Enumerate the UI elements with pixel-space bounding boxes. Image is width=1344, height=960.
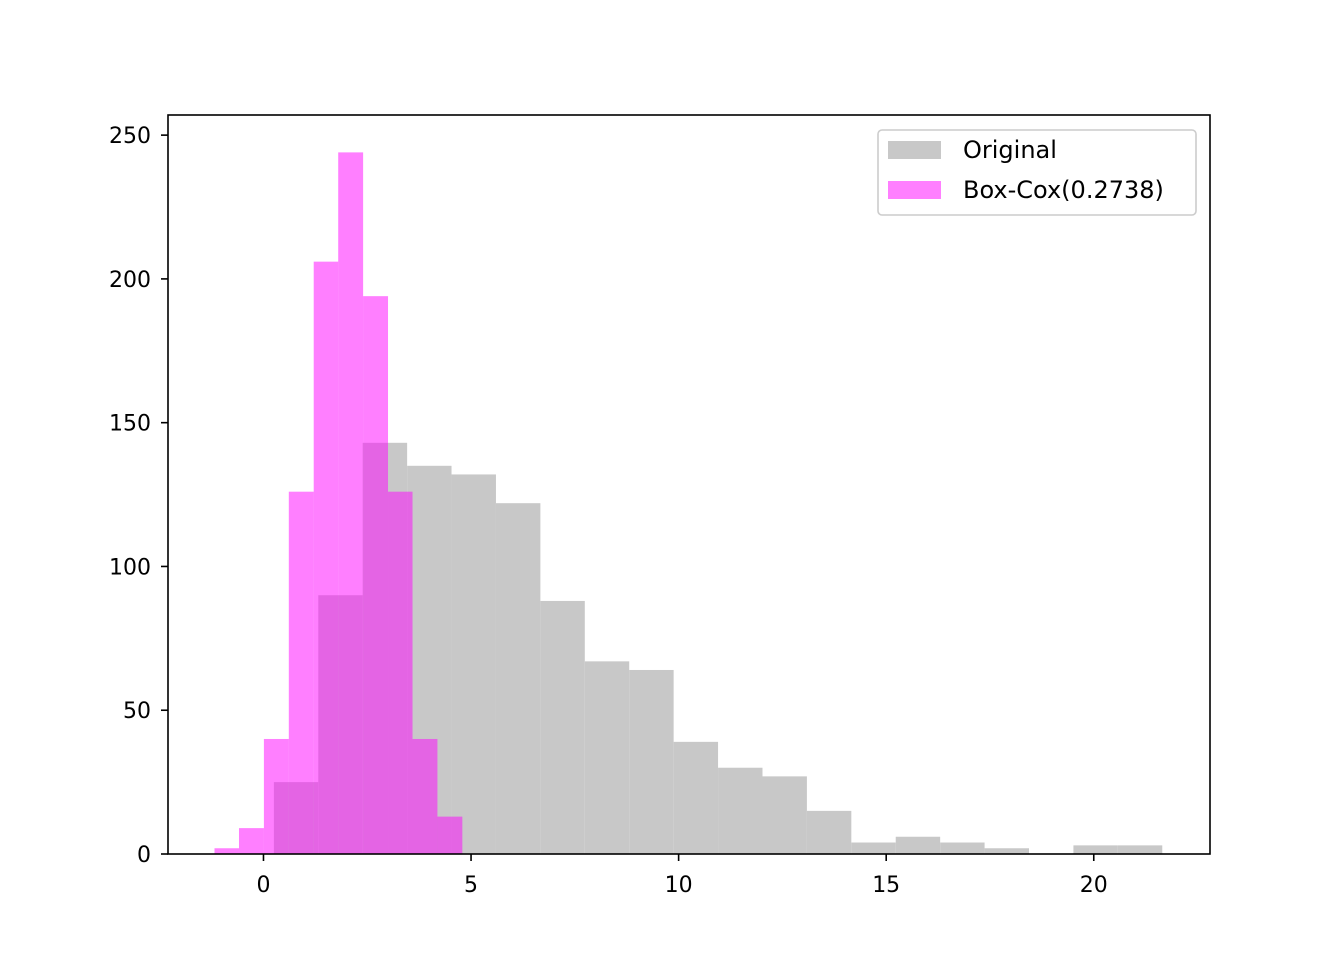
bar-box-cox-2 — [263, 738, 289, 854]
bar-original-8 — [629, 669, 674, 854]
bar-box-cox-0 — [214, 848, 239, 854]
bar-original-4 — [451, 474, 496, 854]
x-tick-label: 0 — [256, 873, 270, 898]
bar-original-6 — [540, 600, 585, 854]
bar-original-12 — [806, 810, 852, 854]
legend-box — [877, 129, 1197, 216]
bar-box-cox-9 — [437, 816, 463, 854]
plot-frame — [167, 114, 1211, 855]
legend-label-box-cox: Box-Cox(0.2738) — [963, 176, 1164, 204]
bar-original-7 — [584, 661, 630, 854]
y-tick-label: 100 — [109, 555, 151, 580]
y-tick-label: 0 — [137, 843, 151, 868]
bar-original-16 — [984, 848, 1029, 854]
bar-box-cox-7 — [388, 491, 413, 854]
x-tick-label: 10 — [665, 873, 693, 898]
x-tick-label: 20 — [1080, 873, 1108, 898]
bar-original-15 — [940, 842, 985, 854]
bar-box-cox-8 — [412, 738, 438, 854]
y-tick-label: 250 — [109, 124, 151, 149]
bar-box-cox-6 — [363, 296, 389, 854]
x-tick-label: 5 — [464, 873, 478, 898]
bar-original-10 — [718, 767, 763, 854]
bar-original-14 — [895, 836, 941, 854]
bar-original-9 — [673, 741, 719, 854]
y-tick-label: 150 — [109, 412, 151, 437]
bar-box-cox-4 — [313, 261, 339, 855]
bar-box-cox-3 — [288, 491, 314, 854]
legend: Original Box-Cox(0.2738) — [877, 129, 1197, 216]
bar-original-19 — [1117, 845, 1163, 854]
bar-box-cox-1 — [238, 828, 264, 854]
legend-swatch-original — [888, 141, 941, 159]
bar-original-5 — [495, 503, 541, 854]
y-tick-label: 50 — [123, 699, 151, 724]
legend-label-original: Original — [963, 136, 1057, 164]
y-axis: 0 50 100 150 200 250 — [109, 124, 168, 868]
y-tick-label: 200 — [109, 268, 151, 293]
x-axis: 0 5 10 15 20 — [256, 854, 1108, 898]
bar-box-cox-5 — [338, 152, 364, 854]
bar-original-18 — [1073, 845, 1118, 854]
bar-original-13 — [851, 842, 896, 854]
histogram-bars — [214, 152, 1163, 855]
x-tick-label: 15 — [872, 873, 900, 898]
legend-swatch-box-cox — [888, 181, 941, 199]
bar-original-11 — [762, 776, 807, 854]
